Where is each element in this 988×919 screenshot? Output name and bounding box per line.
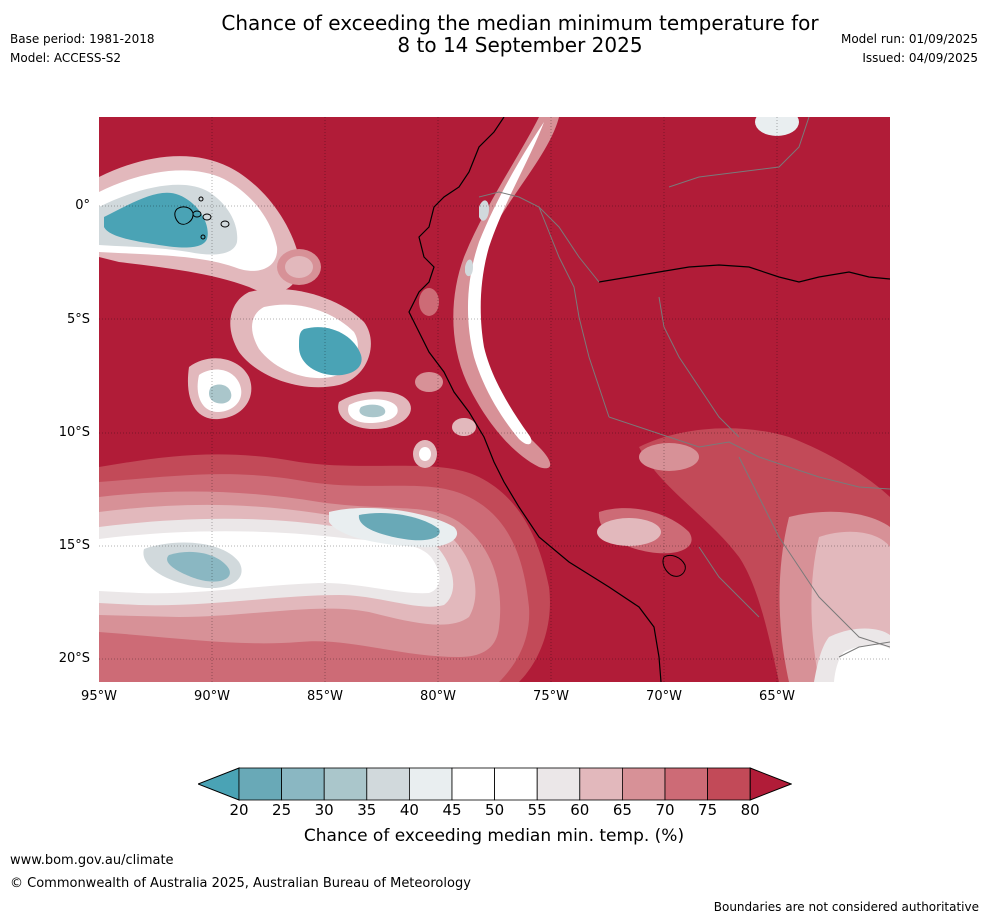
blob-30-south [167, 551, 230, 582]
colorbar-tick-label: 25 [272, 801, 292, 819]
blob85-20 [299, 327, 362, 376]
title-line-1: Chance of exceeding the median minimum t… [221, 11, 819, 35]
colorbar-cell [323, 767, 368, 801]
footer-copyright: © Commonwealth of Australia 2025, Austra… [10, 876, 471, 891]
lat-label: 20°S [58, 651, 90, 666]
spot-50d [419, 447, 431, 461]
meta-right: Model run: 01/09/2025 Issued: 04/09/2025 [841, 32, 978, 70]
colorbar-tick-label: 65 [612, 801, 632, 819]
colorbar-tick-label: 70 [655, 801, 675, 819]
issued-text: Issued: 04/09/2025 [862, 51, 978, 65]
andes-65 [453, 117, 559, 469]
grid-lines [99, 117, 890, 682]
colorbar-cell [494, 767, 538, 801]
probability-map [99, 117, 890, 682]
colorbar-cell [451, 767, 495, 801]
colorbar-tick-label: 50 [485, 801, 505, 819]
lat-label: 0° [75, 198, 90, 213]
ocean-shading [99, 156, 550, 682]
andes-40 [465, 200, 489, 277]
colorbar-tick-label: 30 [314, 801, 334, 819]
lake-titicaca [662, 554, 686, 577]
colorbar-tick-label: 35 [357, 801, 377, 819]
andes-50 [467, 122, 544, 445]
blob-30-mid [358, 512, 440, 541]
colorbar-tick-label: 40 [399, 801, 419, 819]
lat-label: 5°S [66, 312, 90, 327]
coastline [408, 117, 662, 682]
colorbar-cell [408, 767, 453, 801]
spot-60a [285, 256, 313, 278]
colorbar-cell [621, 767, 666, 801]
blob90-35 [209, 384, 232, 404]
galapagos-islands [174, 196, 230, 240]
country-borders [478, 117, 890, 658]
colorbar-cell [664, 767, 708, 801]
map-title: Chance of exceeding the median minimum t… [0, 12, 988, 56]
base-period-text: Base period: 1981-2018 [10, 32, 155, 46]
footer-note: Boundaries are not considered authoritat… [713, 900, 979, 914]
colorbar-cell [707, 767, 751, 801]
colorbar-tick-label: 75 [698, 801, 718, 819]
spot-70e [419, 288, 439, 316]
lat-label: 10°S [58, 425, 90, 440]
interior-60b [597, 518, 661, 546]
colorbar-cell [366, 767, 410, 801]
lon-label: 70°W [646, 689, 682, 704]
model-run-text: Model run: 01/09/2025 [840, 32, 978, 46]
spot-65c [452, 418, 476, 436]
colorbar [198, 767, 792, 801]
blob83-35 [359, 404, 386, 418]
colorbar-cells [198, 767, 792, 801]
colorbar-tick-label: 60 [570, 801, 590, 819]
colorbar-tick-label: 20 [229, 801, 249, 819]
meta-left: Base period: 1981-2018 Model: ACCESS-S2 [10, 32, 155, 70]
galapagos-20 [104, 192, 208, 248]
interior-shading [597, 117, 890, 682]
colorbar-extend-high [749, 767, 792, 801]
colorbar-cell [238, 767, 282, 801]
colorbar-cell [281, 767, 325, 801]
colorbar-tick-label: 55 [527, 801, 547, 819]
footer-url[interactable]: www.bom.gov.au/climate [10, 853, 174, 868]
spot-65b [415, 372, 443, 392]
lon-label: 75°W [533, 689, 569, 704]
colorbar-label: Chance of exceeding median min. temp. (%… [303, 826, 685, 846]
colorbar-cell [579, 767, 623, 801]
interior-50 [834, 644, 890, 682]
andes-shading [453, 117, 559, 469]
title-line-2: 8 to 14 September 2025 [397, 33, 643, 57]
lon-label: 85°W [307, 689, 343, 704]
colorbar-cell [536, 767, 581, 801]
interior-60c [639, 443, 699, 471]
lon-label: 65°W [759, 689, 795, 704]
colorbar-extend-low [198, 767, 240, 801]
lat-label: 15°S [58, 538, 90, 553]
amazon-coast [598, 264, 890, 283]
lon-label: 95°W [81, 689, 117, 704]
lon-label: 90°W [194, 689, 230, 704]
lon-label: 80°W [420, 689, 456, 704]
model-text: Model: ACCESS-S2 [10, 51, 122, 65]
colorbar-tick-label: 80 [740, 801, 760, 819]
colorbar-tick-label: 45 [442, 801, 462, 819]
